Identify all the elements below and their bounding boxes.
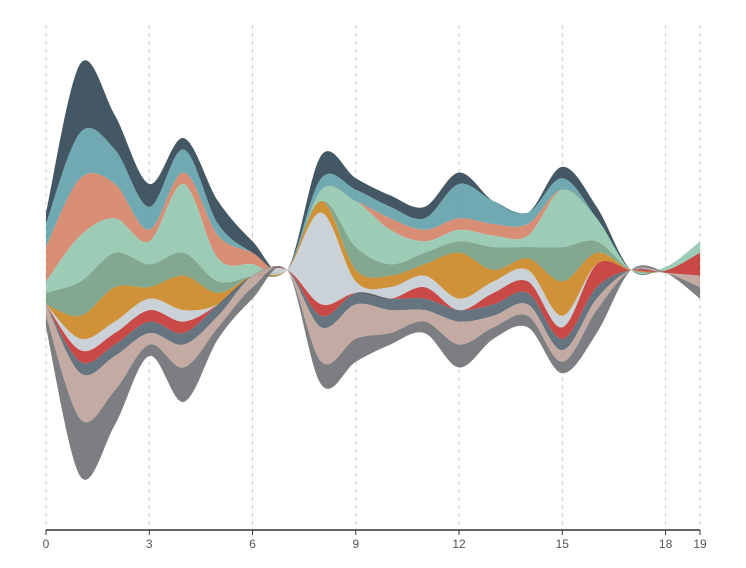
stream-layer [46,265,700,480]
x-tick-label: 12 [452,537,466,551]
stream-layer [46,200,700,317]
x-tick-label: 6 [249,537,256,551]
stream-layer [46,172,700,282]
x-tick-label: 15 [556,537,570,551]
stream-layer [46,183,700,293]
stream-layer [46,201,700,340]
x-tick-label: 19 [693,537,707,551]
stream-layer [46,128,700,274]
x-tick-label: 3 [146,537,153,551]
x-tick-label: 0 [43,537,50,551]
x-tick-label: 9 [352,537,359,551]
x-tick-label: 18 [659,537,673,551]
